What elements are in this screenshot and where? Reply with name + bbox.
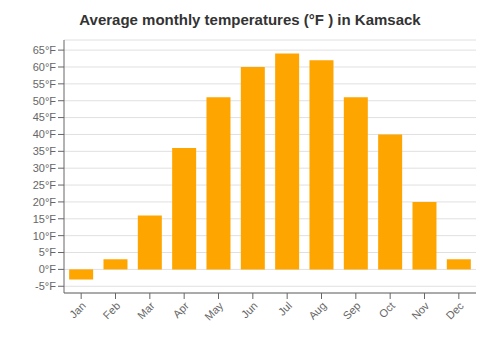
- svg-text:Aug: Aug: [306, 299, 328, 321]
- svg-text:35°F: 35°F: [33, 145, 57, 157]
- svg-text:Jan: Jan: [67, 299, 88, 320]
- svg-text:15°F: 15°F: [33, 213, 57, 225]
- svg-text:20°F: 20°F: [33, 196, 57, 208]
- svg-text:Mar: Mar: [135, 299, 157, 321]
- svg-text:25°F: 25°F: [33, 179, 57, 191]
- svg-text:45°F: 45°F: [33, 111, 57, 123]
- svg-text:Dec: Dec: [443, 299, 466, 322]
- svg-text:60°F: 60°F: [33, 61, 57, 73]
- svg-text:50°F: 50°F: [33, 95, 57, 107]
- svg-text:55°F: 55°F: [33, 78, 57, 90]
- svg-text:Feb: Feb: [101, 299, 123, 321]
- svg-text:30°F: 30°F: [33, 162, 57, 174]
- svg-text:65°F: 65°F: [33, 44, 57, 56]
- svg-text:40°F: 40°F: [33, 128, 57, 140]
- html-text:Average monthly temperatures (: Average monthly temperatures (°F ) in Ka…: [79, 11, 421, 28]
- svg-text:May: May: [202, 299, 226, 323]
- svg-text:-5°F: -5°F: [35, 280, 56, 292]
- svg-text:Jun: Jun: [239, 299, 260, 320]
- svg-text:Sep: Sep: [340, 299, 362, 321]
- svg-text:Nov: Nov: [409, 299, 432, 322]
- svg-text:Oct: Oct: [377, 299, 398, 320]
- svg-text:10°F: 10°F: [33, 230, 57, 242]
- svg-text:Apr: Apr: [171, 299, 192, 320]
- svg-text:5°F: 5°F: [39, 246, 57, 258]
- svg-text:0°F: 0°F: [39, 263, 57, 275]
- svg-text:Jul: Jul: [276, 299, 294, 317]
